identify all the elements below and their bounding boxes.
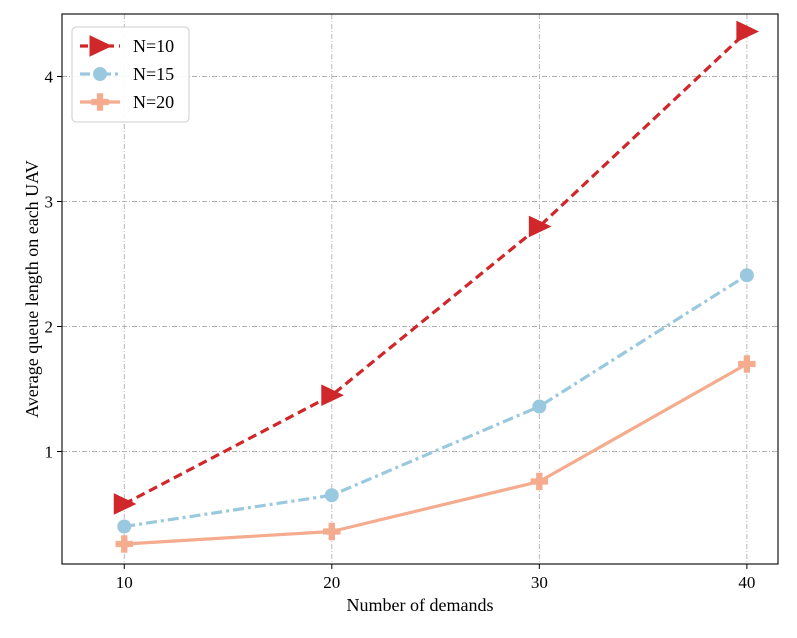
data-point-marker — [324, 488, 339, 503]
series-N=20 — [115, 355, 756, 553]
y-tick-label: 1 — [45, 443, 54, 462]
data-point-marker — [739, 268, 754, 283]
data-point-marker — [738, 355, 756, 373]
legend-item: N=10 — [80, 35, 174, 57]
data-point-marker — [89, 35, 113, 57]
data-point-marker — [736, 20, 760, 43]
series-line — [124, 362, 748, 546]
data-point-marker — [321, 384, 344, 407]
data-point-marker — [91, 93, 109, 111]
series-N=10 — [113, 20, 760, 515]
series-line — [123, 30, 748, 506]
legend-label: N=20 — [133, 92, 174, 112]
series-line — [124, 273, 748, 529]
plot-frame — [61, 13, 779, 565]
data-point-marker — [115, 535, 134, 553]
legend-item: N=20 — [80, 92, 174, 112]
x-tick-label: 40 — [738, 573, 755, 592]
y-tick-label: 4 — [45, 68, 54, 87]
x-axis-label: Number of demands — [347, 595, 494, 615]
ticks-layer: 10 20 30 40 1 2 3 4 — [45, 68, 756, 593]
data-point-marker — [528, 215, 552, 238]
series-layer — [113, 20, 760, 553]
legend-item: N=15 — [80, 64, 174, 84]
data-point-marker — [113, 493, 137, 515]
legend: N=10 N=15 N=20 — [71, 26, 190, 123]
x-tick-label: 20 — [323, 573, 340, 592]
series-N=15 — [117, 268, 754, 534]
x-tick-label: 30 — [531, 573, 548, 592]
y-tick-label: 3 — [45, 193, 54, 212]
legend-label: N=15 — [133, 64, 174, 84]
y-tick-label: 2 — [45, 318, 54, 337]
grid-layer — [62, 14, 778, 564]
data-point-marker — [117, 519, 132, 534]
data-point-marker — [323, 522, 341, 541]
legend-label: N=10 — [133, 36, 174, 56]
data-point-marker — [532, 399, 547, 414]
data-point-marker — [93, 67, 107, 81]
x-tick-label: 10 — [116, 573, 133, 592]
y-axis-label: Average queue length on each UAV — [22, 160, 42, 418]
data-point-marker — [530, 472, 549, 491]
